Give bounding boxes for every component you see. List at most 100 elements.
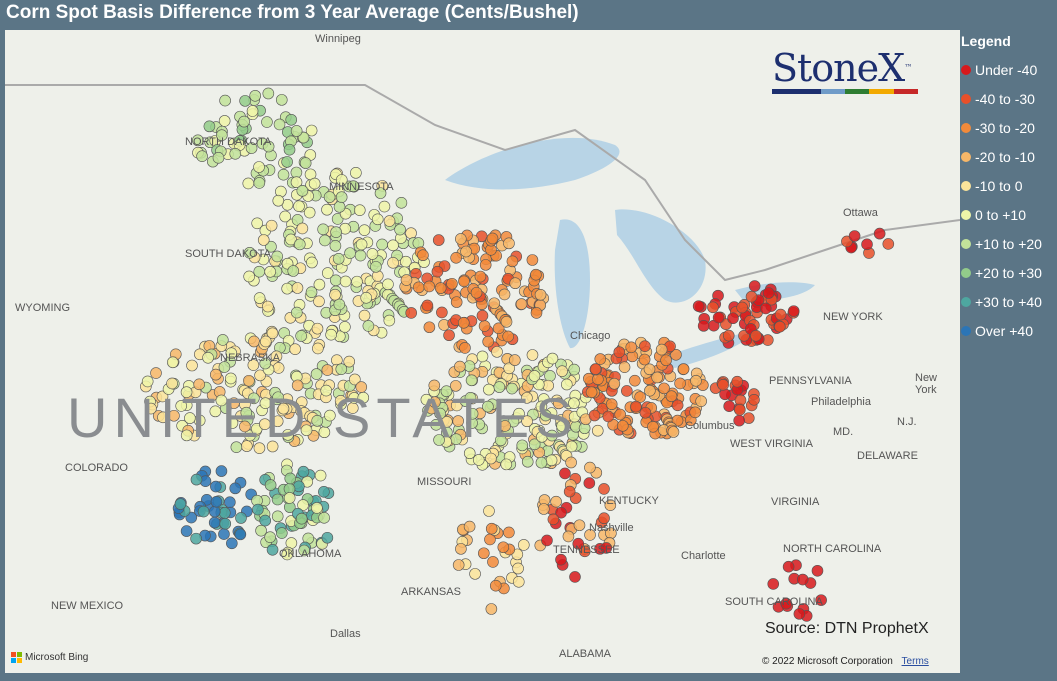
basis-dot[interactable] (253, 442, 266, 454)
basis-dot[interactable] (313, 295, 325, 308)
basis-dot[interactable] (592, 373, 604, 386)
basis-dot[interactable] (736, 301, 748, 314)
basis-dot[interactable] (259, 514, 271, 527)
basis-dot[interactable] (530, 268, 542, 281)
terms-link[interactable]: Terms (901, 656, 929, 667)
basis-dot[interactable] (351, 275, 363, 288)
basis-dot[interactable] (311, 415, 324, 427)
basis-dot[interactable] (174, 498, 187, 510)
basis-dot[interactable] (229, 482, 242, 495)
basis-dot[interactable] (166, 356, 179, 369)
basis-dot[interactable] (482, 335, 494, 348)
basis-dot[interactable] (602, 410, 615, 423)
basis-dot[interactable] (329, 240, 342, 252)
basis-dot[interactable] (283, 143, 296, 156)
basis-dot[interactable] (655, 343, 668, 356)
basis-dot[interactable] (539, 409, 552, 422)
basis-dot[interactable] (273, 118, 286, 131)
basis-dot[interactable] (190, 473, 203, 486)
basis-dot[interactable] (689, 406, 701, 419)
basis-dot[interactable] (450, 252, 462, 264)
basis-dot[interactable] (343, 355, 356, 368)
basis-dot[interactable] (584, 461, 596, 474)
basis-dot[interactable] (289, 343, 301, 355)
basis-dot[interactable] (217, 334, 229, 346)
basis-dot[interactable] (470, 286, 483, 299)
basis-dot[interactable] (639, 340, 651, 352)
basis-dot[interactable] (526, 254, 539, 266)
basis-dot[interactable] (569, 571, 581, 583)
basis-dot[interactable] (347, 180, 360, 193)
basis-dot[interactable] (565, 440, 578, 453)
basis-dot[interactable] (568, 363, 580, 376)
basis-dot[interactable] (382, 278, 394, 291)
basis-dot[interactable] (690, 375, 702, 387)
basis-dot[interactable] (441, 416, 453, 428)
basis-dot[interactable] (478, 320, 491, 332)
basis-dot[interactable] (266, 327, 279, 340)
basis-dot[interactable] (748, 394, 760, 406)
basis-dot[interactable] (589, 363, 602, 375)
basis-dot[interactable] (285, 113, 298, 126)
basis-dot[interactable] (253, 292, 266, 304)
basis-dot[interactable] (486, 232, 499, 245)
basis-dot[interactable] (202, 351, 214, 364)
basis-dot[interactable] (434, 282, 447, 294)
basis-dot[interactable] (339, 275, 352, 288)
basis-dot[interactable] (394, 223, 406, 236)
basis-dot[interactable] (271, 510, 284, 523)
basis-dot[interactable] (243, 270, 255, 283)
basis-dot[interactable] (291, 379, 304, 392)
basis-dot[interactable] (553, 397, 565, 410)
basis-dot[interactable] (323, 191, 336, 203)
basis-dot[interactable] (455, 233, 467, 245)
basis-dot[interactable] (515, 298, 528, 310)
basis-dot[interactable] (374, 187, 387, 199)
basis-dot[interactable] (287, 265, 300, 277)
basis-dot[interactable] (433, 434, 445, 446)
basis-dot[interactable] (358, 309, 371, 322)
basis-dot[interactable] (572, 537, 585, 550)
basis-dot[interactable] (793, 608, 806, 620)
basis-dot[interactable] (218, 528, 230, 540)
basis-dot[interactable] (248, 392, 260, 405)
basis-dot[interactable] (300, 424, 313, 437)
basis-dot[interactable] (297, 499, 309, 511)
basis-dot[interactable] (568, 397, 580, 409)
basis-dot[interactable] (277, 402, 290, 415)
basis-dot[interactable] (563, 485, 576, 498)
basis-dot[interactable] (335, 191, 348, 203)
basis-dot[interactable] (630, 400, 642, 413)
basis-dot[interactable] (787, 305, 800, 317)
basis-dot[interactable] (482, 400, 494, 413)
basis-dot[interactable] (717, 379, 729, 391)
basis-dot[interactable] (509, 277, 522, 290)
basis-dot[interactable] (262, 87, 275, 100)
basis-dot[interactable] (350, 167, 362, 179)
basis-dot[interactable] (759, 302, 772, 315)
basis-dot[interactable] (264, 531, 276, 543)
basis-dot[interactable] (318, 486, 330, 498)
basis-dot[interactable] (378, 200, 391, 213)
basis-dot[interactable] (219, 94, 231, 107)
basis-dot[interactable] (512, 562, 524, 575)
basis-dot[interactable] (440, 385, 453, 398)
basis-dot[interactable] (210, 495, 223, 508)
basis-dot[interactable] (245, 142, 258, 154)
basis-dot[interactable] (272, 194, 285, 207)
basis-dot[interactable] (492, 322, 505, 335)
basis-dot[interactable] (472, 454, 485, 466)
basis-dot[interactable] (332, 253, 345, 265)
basis-dot[interactable] (405, 227, 417, 239)
basis-dot[interactable] (428, 379, 441, 392)
basis-dot[interactable] (546, 352, 559, 365)
basis-dot[interactable] (644, 384, 656, 397)
basis-dot[interactable] (319, 234, 331, 247)
basis-dot[interactable] (596, 402, 609, 415)
legend-item[interactable]: -40 to -30 (961, 84, 1057, 113)
basis-dot[interactable] (339, 321, 351, 333)
legend-item[interactable]: -30 to -20 (961, 113, 1057, 142)
basis-dot[interactable] (651, 371, 663, 384)
basis-dot[interactable] (559, 467, 571, 480)
basis-dot[interactable] (224, 496, 236, 508)
